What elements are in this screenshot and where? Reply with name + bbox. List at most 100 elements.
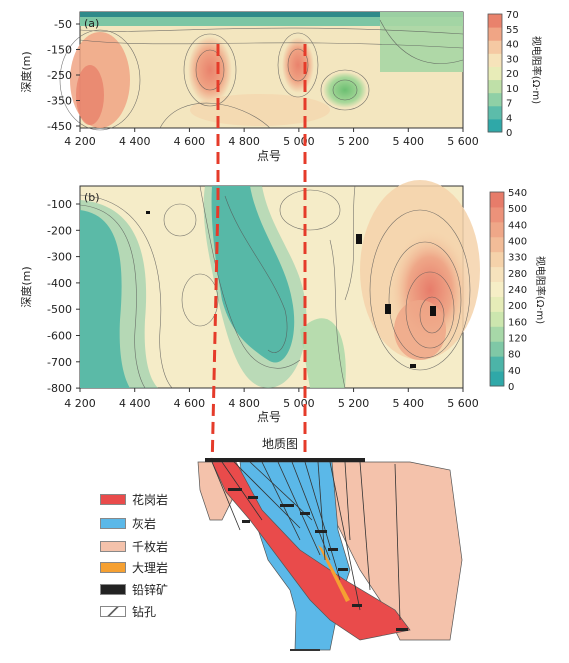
- colorbar-segment: [490, 341, 504, 357]
- colorbar-segment: [490, 236, 504, 253]
- legend-label-phyllite: 千枚岩: [132, 540, 169, 554]
- y-tick-label: -450: [47, 120, 72, 133]
- colorbar-segment: [490, 221, 504, 238]
- x-tick-label: 5 200: [338, 135, 370, 148]
- x-tick-label: 5 600: [447, 397, 479, 410]
- panel-a: (a) -50-150-250-350-450 4 200 4 400 4 600 4…: [19, 10, 543, 163]
- y-tick-label: -250: [47, 69, 72, 82]
- panel-b-field: [79, 180, 480, 389]
- colorbar-tick-label: 7: [506, 99, 512, 110]
- legend-item-marble: 大理岩: [100, 559, 168, 576]
- colorbar-tick-label: 0: [508, 382, 514, 393]
- drillhole-swatch: [100, 606, 126, 617]
- panel-a-label: (a): [84, 17, 99, 30]
- colorbar-tick-label: 55: [506, 25, 519, 36]
- marble-swatch: [100, 562, 126, 573]
- legend-item-granite: 花岗岩: [100, 491, 168, 508]
- legend-item-limestone: 灰岩: [100, 515, 156, 532]
- y-tick-label: -50: [54, 18, 72, 31]
- colorbar-segment: [488, 40, 502, 54]
- panel-a-y-axis: -50 -150 -250 -350 -450: [47, 18, 80, 133]
- unit-marble: [318, 545, 350, 602]
- colorbar-segment: [488, 92, 502, 107]
- colorbar-tick-label: 30: [506, 54, 519, 65]
- x-tick-label: 5 200: [338, 397, 370, 410]
- x-tick-label: 4 400: [119, 135, 151, 148]
- colorbar-tick-label: 540: [508, 188, 527, 199]
- x-tick-label: 4 200: [64, 135, 96, 148]
- panel-b-ylabel: 深度(m): [19, 266, 33, 307]
- legend-label-ore: 铅锌矿: [132, 583, 169, 597]
- colorbar-segment: [488, 27, 502, 41]
- unit-phyllite-east: [319, 461, 463, 641]
- panel-a-x-axis: 4 200 4 400 4 600 4 800 5 000 5 200 5 400 5 600: [64, 128, 479, 148]
- colorbar-segment: [488, 105, 502, 120]
- panel-a-field: [59, 12, 464, 131]
- colorbar-tick-label: 4: [506, 113, 512, 124]
- legend-label-drillhole: 钻孔: [132, 605, 157, 619]
- panel-a-ylabel: 深度(m): [19, 51, 33, 92]
- panel-b-xlabel: 点号: [257, 410, 281, 424]
- colorbar-segment: [490, 311, 504, 327]
- colorbar-segment: [488, 14, 502, 28]
- correlation-lines: [210, 44, 307, 471]
- lead-zinc-ore-bodies: [205, 458, 408, 631]
- y-tick-label: -800: [47, 382, 72, 395]
- legend-label-granite: 花岗岩: [132, 493, 169, 507]
- legend-item-drillhole: 钻孔: [100, 603, 156, 620]
- colorbar-tick-label: 440: [508, 220, 527, 231]
- geologic-section: 地质图: [197, 437, 463, 651]
- x-tick-label: 5 400: [393, 135, 425, 148]
- y-tick-label: -300: [47, 251, 72, 264]
- colorbar-segment: [490, 192, 504, 208]
- colorbar-tick-label: 330: [508, 253, 527, 264]
- x-tick-label: 4 600: [174, 397, 206, 410]
- ore-swatch: [100, 584, 126, 595]
- y-tick-label: -600: [47, 330, 72, 343]
- y-tick-label: -700: [47, 356, 72, 369]
- colorbar-tick-label: 0: [506, 128, 512, 139]
- colorbar-segment: [490, 281, 504, 297]
- x-tick-label: 4 400: [119, 397, 151, 410]
- colorbar-tick-label: 200: [508, 301, 527, 312]
- colorbar-tick-label: 120: [508, 334, 527, 345]
- drill-holes: [211, 461, 401, 651]
- panel-b-colorbar-label: 视电阻率(Ω·m): [534, 256, 547, 324]
- colorbar-frame: [489, 191, 505, 387]
- x-tick-label: 5 400: [393, 397, 425, 410]
- colorbar-segment: [490, 266, 504, 283]
- phyllite-swatch: [100, 541, 126, 552]
- x-tick-label: 4 800: [228, 135, 260, 148]
- x-tick-label: 4 800: [228, 397, 260, 410]
- geology-title: 地质图: [262, 437, 298, 451]
- colorbar-tick-label: 240: [508, 285, 527, 296]
- colorbar-tick-label: 280: [508, 269, 527, 280]
- panel-a-xlabel: 点号: [257, 149, 281, 163]
- panel-b-x-axis: 4 200 4 400 4 600 4 800 5 000 5 200 5 400 5 600: [64, 388, 479, 410]
- colorbar-frame: [487, 13, 503, 133]
- colorbar-segment: [488, 53, 502, 67]
- y-tick-label: -350: [47, 95, 72, 108]
- colorbar-segment: [488, 118, 502, 133]
- panel-b-y-axis: -100 -200 -300 -400 -500 -600 -700 -800: [47, 198, 80, 395]
- legend-item-phyllite: 千枚岩: [100, 538, 168, 555]
- colorbar-segment: [488, 66, 502, 81]
- y-tick-label: -400: [47, 277, 72, 290]
- colorbar-tick-label: 160: [508, 317, 527, 328]
- colorbar-segment: [490, 356, 504, 372]
- y-tick-label: -100: [47, 198, 72, 211]
- legend-label-limestone: 灰岩: [132, 517, 157, 531]
- colorbar-tick-label: 500: [508, 204, 527, 215]
- limestone-swatch: [100, 518, 126, 529]
- colorbar-segment: [490, 326, 504, 342]
- x-tick-label: 5 000: [283, 397, 315, 410]
- colorbar-tick-label: 70: [506, 10, 519, 21]
- colorbar-segment: [488, 79, 502, 94]
- x-tick-label: 4 200: [64, 397, 96, 410]
- legend-item-ore: 铅锌矿: [100, 581, 168, 598]
- legend-label-marble: 大理岩: [132, 561, 169, 575]
- unit-granite: [211, 461, 411, 641]
- colorbar-tick-label: 400: [508, 237, 527, 248]
- x-tick-label: 4 600: [174, 135, 206, 148]
